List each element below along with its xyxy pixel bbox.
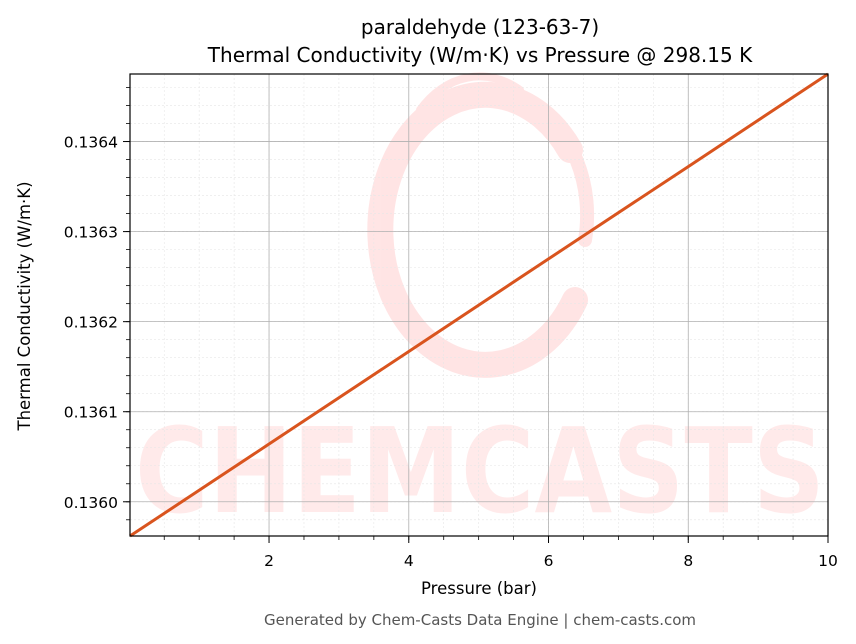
y-tick-label: 0.1363 xyxy=(64,224,118,242)
footer-credit: Generated by Chem-Casts Data Engine | ch… xyxy=(264,611,696,629)
x-tick-labels: 2 4 6 8 10 xyxy=(264,552,838,570)
x-tick-label: 10 xyxy=(818,552,838,570)
y-tick-labels: 0.1360 0.1361 0.1362 0.1363 0.1364 xyxy=(64,134,118,512)
y-tick-label: 0.1361 xyxy=(64,404,118,422)
x-axis-label: Pressure (bar) xyxy=(421,579,537,598)
watermark-logo-icon xyxy=(367,72,595,378)
x-tick-label: 4 xyxy=(404,552,414,570)
y-tick-label: 0.1362 xyxy=(64,314,118,332)
x-tick-label: 8 xyxy=(683,552,693,570)
y-axis-label: Thermal Conductivity (W/m·K) xyxy=(15,181,34,431)
axis-ticks xyxy=(123,87,829,543)
x-tick-label: 6 xyxy=(544,552,554,570)
watermark: CHEMCASTS xyxy=(135,72,825,540)
y-tick-label: 0.1360 xyxy=(64,494,118,512)
y-tick-label: 0.1364 xyxy=(64,134,118,152)
chart-title: paraldehyde (123-63-7) xyxy=(361,15,599,39)
watermark-text: CHEMCASTS xyxy=(135,402,825,540)
chart-subtitle: Thermal Conductivity (W/m·K) vs Pressure… xyxy=(207,43,753,67)
series-layer xyxy=(129,72,829,538)
x-tick-label: 2 xyxy=(264,552,274,570)
series-line-0 xyxy=(129,72,829,538)
